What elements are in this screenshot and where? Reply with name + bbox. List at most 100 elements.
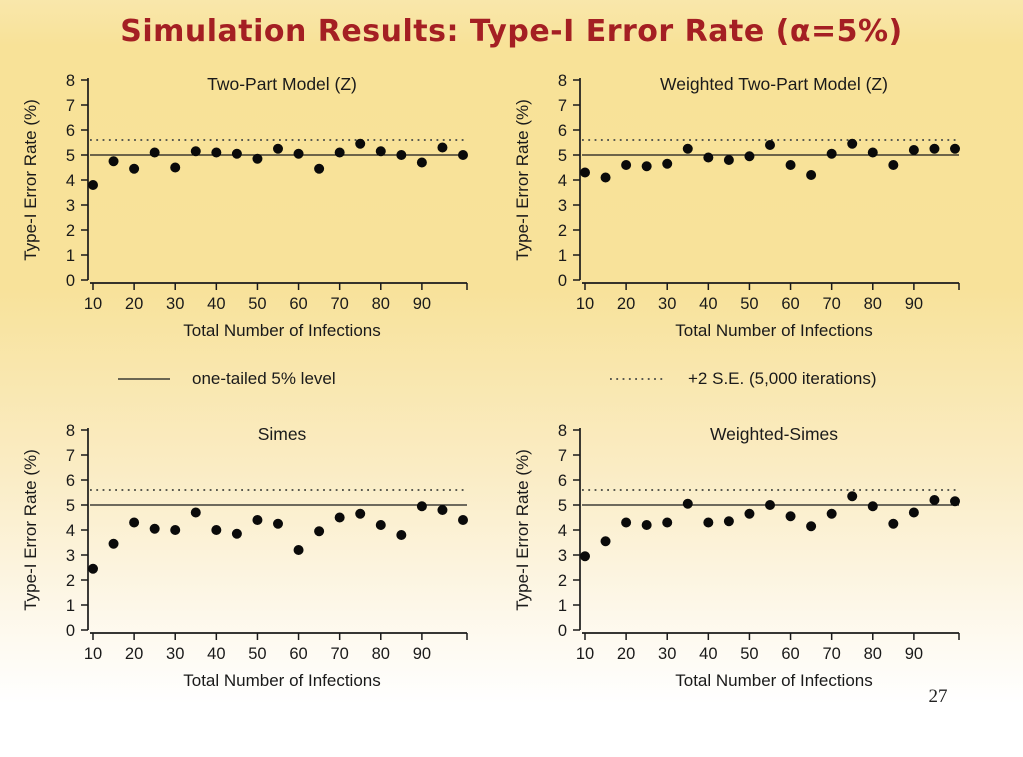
y-tick-label: 5: [558, 147, 567, 165]
x-axis-label: Total Number of Infections: [675, 671, 872, 690]
x-tick-label: 50: [248, 645, 266, 663]
data-point: [458, 515, 468, 525]
data-point: [826, 148, 837, 159]
y-tick-label: 8: [558, 72, 567, 90]
data-point: [334, 512, 345, 523]
y-tick-label: 4: [66, 172, 75, 190]
y-tick-label: 7: [66, 97, 75, 115]
data-point: [765, 140, 775, 150]
y-tick-label: 8: [66, 72, 75, 90]
x-tick-label: 20: [125, 295, 143, 313]
y-tick-label: 7: [66, 447, 75, 465]
y-tick-label: 4: [66, 522, 75, 540]
x-tick-label: 10: [576, 645, 594, 663]
chart-title: Simes: [258, 424, 307, 444]
data-point: [108, 538, 119, 549]
y-tick-label: 1: [66, 247, 75, 265]
x-tick-label: 30: [166, 645, 184, 663]
y-axis-label: Type-I Error Rate (%): [21, 99, 40, 261]
legend-plus-2-se-label: +2 S.E. (5,000 iterations): [688, 369, 877, 388]
x-axis-label: Total Number of Infections: [183, 671, 380, 690]
data-point: [416, 157, 427, 168]
data-point: [190, 146, 201, 157]
x-tick-label: 50: [740, 295, 758, 313]
data-point: [211, 525, 222, 535]
x-tick-label: 60: [289, 295, 307, 313]
data-point: [847, 138, 858, 149]
data-points: [88, 138, 468, 190]
data-point: [580, 551, 590, 562]
dotted-line-swatch: [610, 378, 666, 380]
x-tick-label: 80: [864, 645, 882, 663]
y-axis-label: Type-I Error Rate (%): [513, 99, 532, 261]
reference-lines: [582, 139, 959, 156]
data-point: [211, 147, 222, 158]
scatter-plot-svg: 0 1 2 3 4 5 6 7 8 10 20 30 40 50 60 70 80 90 Simes Total Nu…: [21, 422, 468, 690]
x-tick-label: 30: [658, 295, 676, 313]
data-point: [621, 160, 632, 170]
y-tick-label: 0: [66, 622, 75, 640]
data-point: [314, 526, 325, 537]
x-tick-label: 50: [740, 645, 758, 663]
x-tick-label: 90: [905, 295, 923, 313]
data-point: [908, 507, 919, 518]
x-tick-label: 80: [864, 295, 882, 313]
x-tick-label: 80: [372, 645, 390, 663]
data-point: [744, 151, 755, 162]
x-tick-label: 20: [617, 295, 635, 313]
x-tick-label: 70: [822, 295, 840, 313]
data-point: [293, 148, 304, 159]
y-tick-label: 7: [558, 447, 567, 465]
y-tick-label: 7: [558, 97, 567, 115]
x-axis: 10 20 30 40 50 60 70 80 90: [576, 282, 960, 313]
data-point: [641, 520, 652, 530]
x-tick-label: 60: [781, 295, 799, 313]
y-tick-label: 3: [66, 197, 75, 215]
data-point: [458, 150, 468, 160]
data-point: [231, 528, 242, 539]
x-tick-label: 90: [905, 645, 923, 663]
y-tick-label: 5: [558, 497, 567, 515]
chart-two-part-model-z: 0 1 2 3 4 5 6 7 8 10 20 30 40 50 60 70 80 90 Two-Part Mode…: [20, 68, 512, 348]
data-point: [765, 500, 775, 510]
y-tick-label: 0: [558, 622, 567, 640]
y-tick-label: 8: [66, 422, 75, 440]
data-point: [355, 508, 366, 519]
y-tick-label: 1: [558, 597, 567, 615]
x-tick-label: 60: [289, 645, 307, 663]
data-point: [231, 148, 242, 159]
data-point: [149, 147, 160, 158]
x-tick-label: 70: [330, 295, 348, 313]
data-point: [929, 495, 940, 505]
data-point: [950, 496, 960, 507]
x-axis: 10 20 30 40 50 60 70 80 90: [84, 632, 468, 663]
chart-simes: 0 1 2 3 4 5 6 7 8 10 20 30 40 50 60 70 80 90 Simes Total Nu…: [20, 418, 512, 698]
y-tick-label: 8: [558, 422, 567, 440]
data-point: [252, 515, 263, 525]
reference-lines: [90, 489, 467, 506]
data-points: [88, 501, 468, 574]
data-point: [662, 158, 673, 169]
y-axis-label: Type-I Error Rate (%): [513, 449, 532, 611]
data-point: [723, 155, 734, 165]
data-point: [888, 160, 899, 170]
x-tick-label: 40: [699, 645, 717, 663]
data-point: [416, 501, 427, 512]
data-point: [88, 563, 98, 574]
y-tick-label: 5: [66, 147, 75, 165]
legend-plus-2-se: +2 S.E. (5,000 iterations): [610, 369, 877, 389]
data-point: [847, 491, 858, 502]
data-point: [437, 142, 448, 153]
data-point: [355, 138, 366, 149]
data-point: [149, 523, 160, 534]
x-tick-label: 20: [125, 645, 143, 663]
y-tick-label: 1: [66, 597, 75, 615]
y-tick-label: 2: [558, 572, 567, 590]
data-point: [641, 161, 652, 172]
data-point: [950, 143, 960, 154]
data-point: [826, 508, 837, 519]
x-tick-label: 40: [207, 645, 225, 663]
data-point: [170, 525, 181, 535]
data-point: [396, 150, 407, 160]
data-point: [293, 545, 304, 555]
